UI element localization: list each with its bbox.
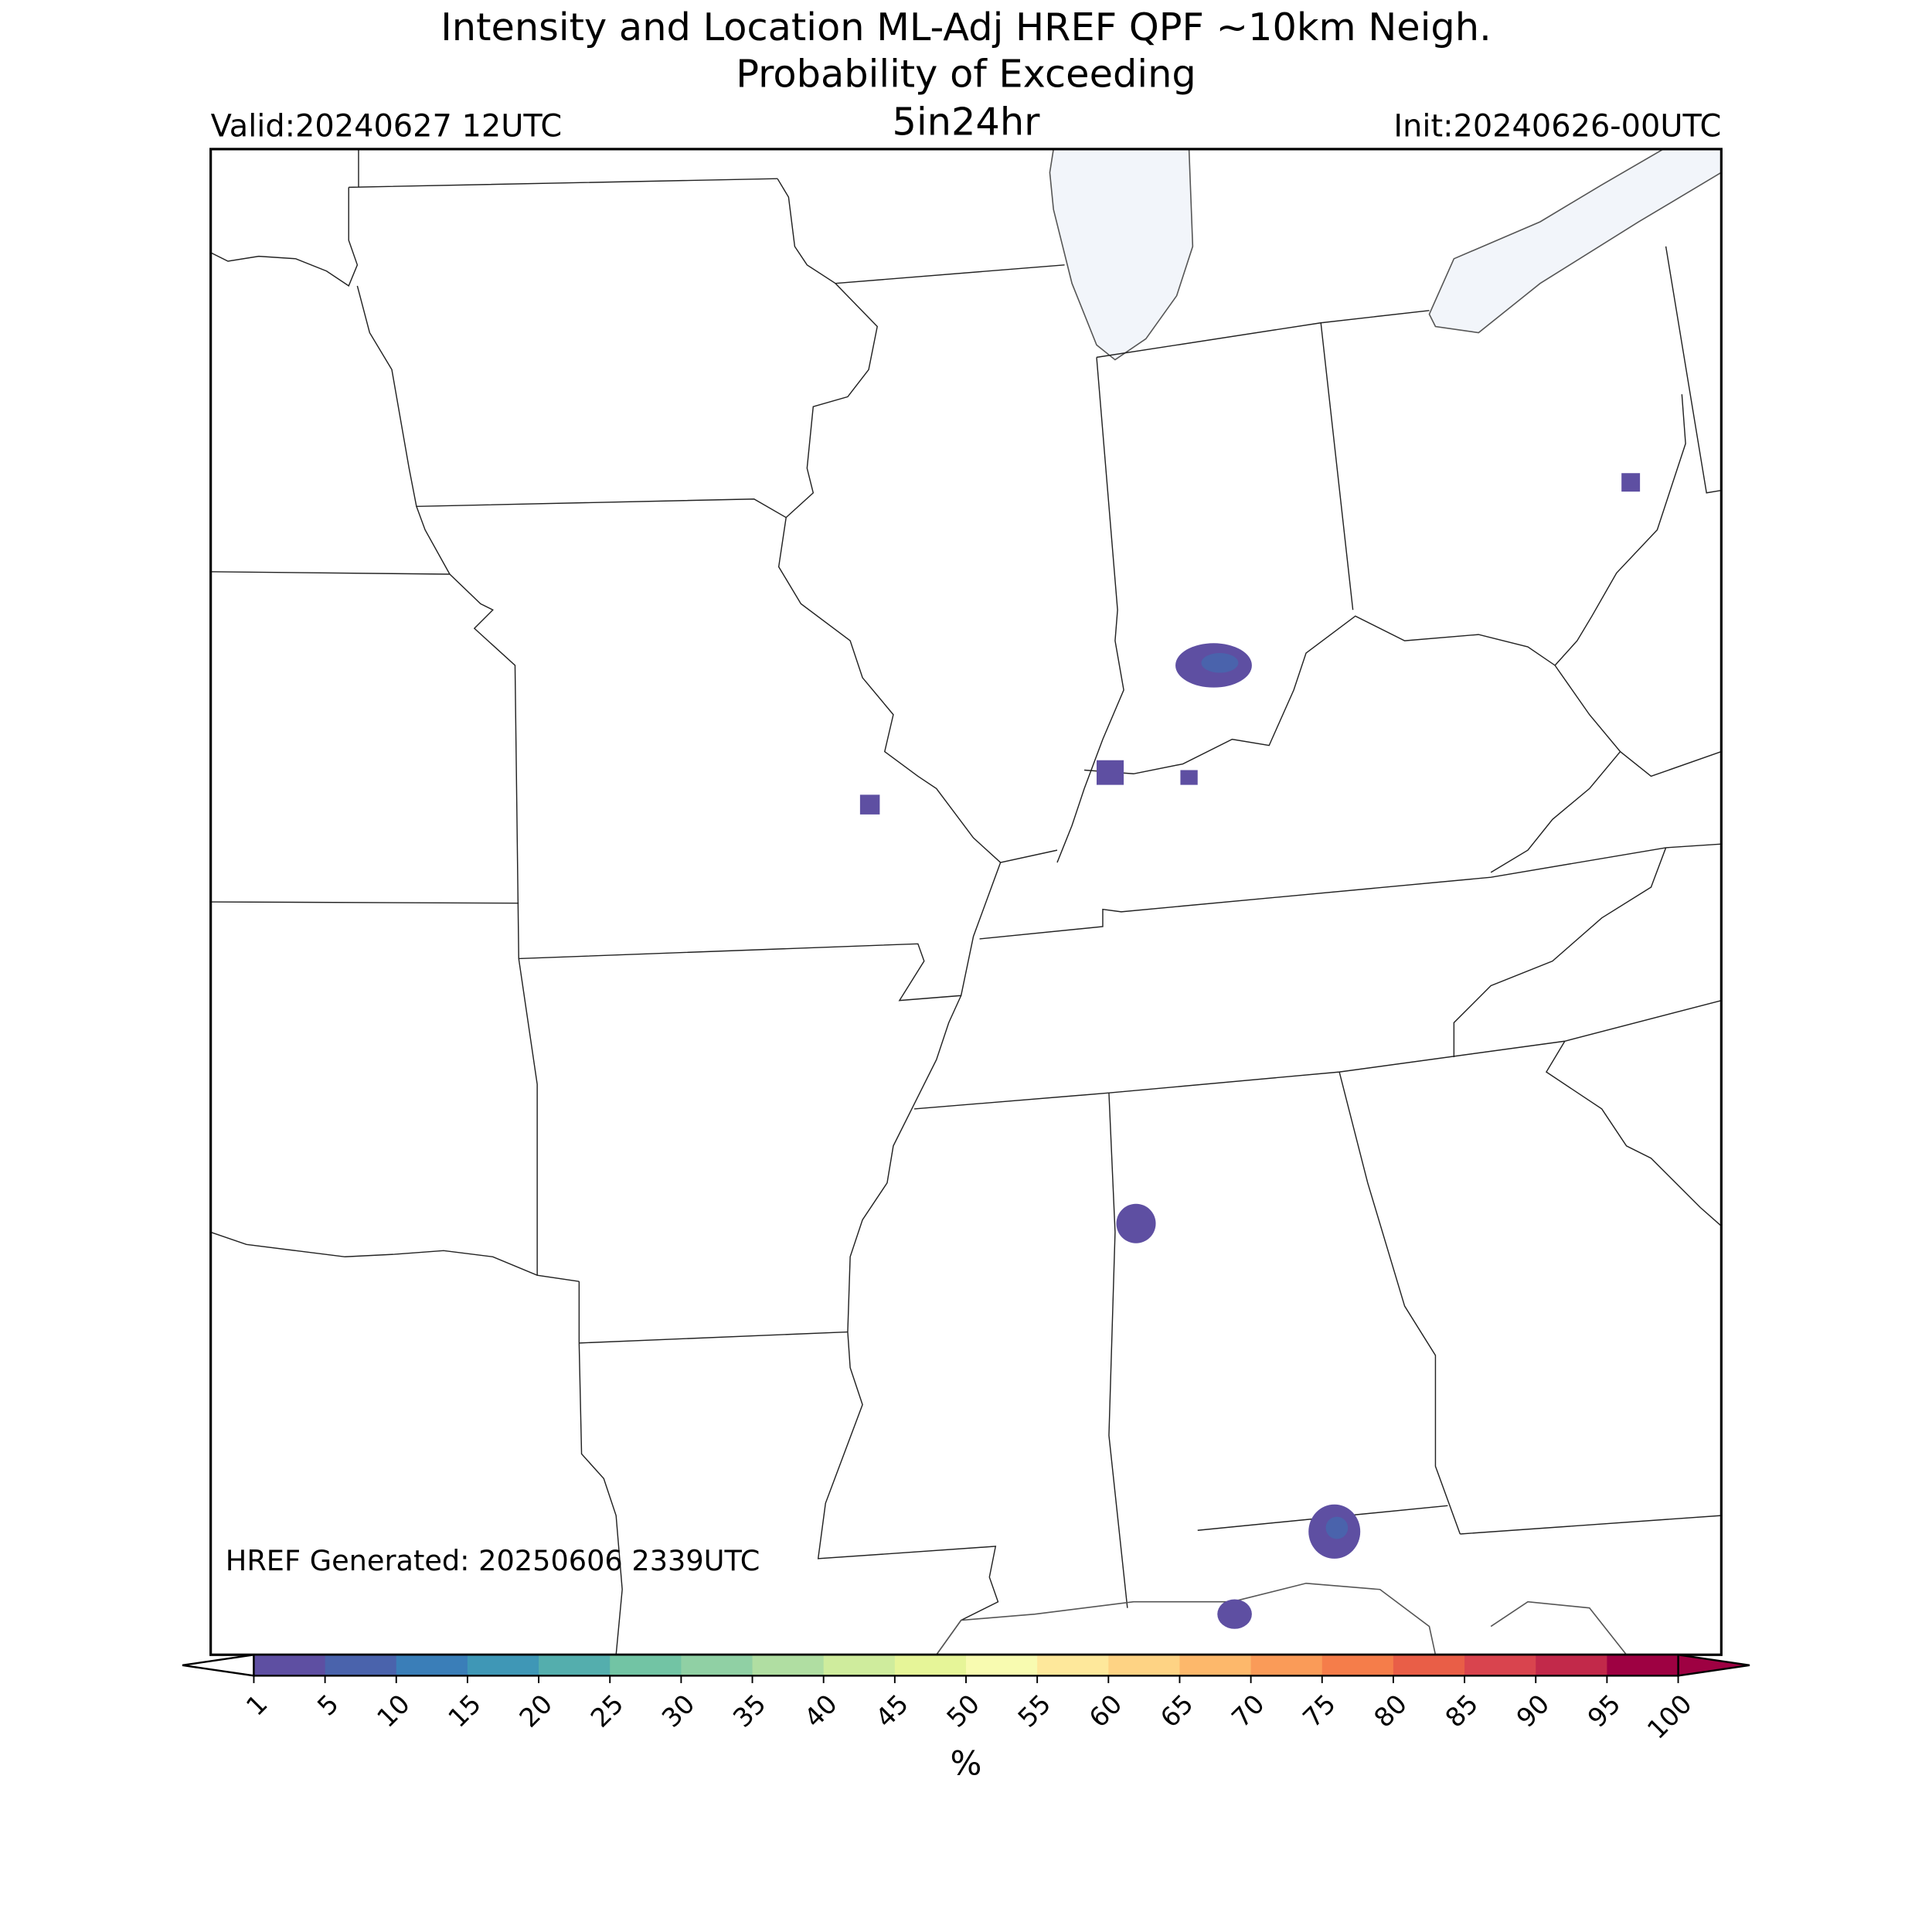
colorbar-bin <box>1037 1655 1110 1676</box>
colorbar-bin <box>752 1655 825 1676</box>
colorbar-bin <box>1321 1655 1394 1676</box>
colorbar-tick-label: 75 <box>1297 1689 1342 1733</box>
colorbar-bin <box>1108 1655 1181 1676</box>
colorbar-bin <box>1179 1655 1252 1676</box>
colorbar-bin <box>823 1655 896 1676</box>
colorbar-bin <box>396 1655 468 1676</box>
colorbar-tick-label: 80 <box>1368 1689 1413 1733</box>
colorbar-tick-label: 45 <box>869 1689 914 1733</box>
title-line: Probability of Exceeding <box>736 51 1196 96</box>
colorbar-tick-label: 95 <box>1582 1689 1627 1733</box>
colorbar-tick-label: 70 <box>1226 1689 1270 1733</box>
colorbar-tick-label: 35 <box>727 1689 772 1733</box>
colorbar-bin <box>894 1655 967 1676</box>
map-background <box>210 148 1722 1655</box>
colorbar-bin <box>1607 1655 1679 1676</box>
colorbar-tick-label: 65 <box>1155 1689 1199 1733</box>
colorbar-tick-label: 30 <box>656 1689 701 1733</box>
colorbar-tick-label: 5 <box>311 1689 345 1722</box>
colorbar-bin <box>681 1655 753 1676</box>
colorbar-tick-label: 90 <box>1511 1689 1556 1733</box>
colorbar-bin <box>1250 1655 1323 1676</box>
colorbar-over <box>1677 1653 1750 1677</box>
colorbar-bin <box>325 1655 397 1676</box>
colorbar: 1 5 10 15 20 25 30 35 40 45 50 55 60 65 70 75 80 85 90 95 10… <box>182 1653 1750 1745</box>
footnote: HREF Generated: 20250606 2339UTC <box>226 1544 760 1577</box>
colorbar-bin <box>966 1655 1038 1676</box>
colorbar-bin <box>539 1655 611 1676</box>
colorbar-tick-label: 100 <box>1641 1689 1698 1745</box>
colorbar-bin <box>1393 1655 1465 1676</box>
colorbar-tick-label: 20 <box>514 1689 559 1733</box>
colorbar-label: % <box>951 1744 982 1783</box>
colorbar-tick-label: 1 <box>240 1689 274 1722</box>
colorbar-tick-label: 15 <box>442 1689 487 1733</box>
colorbar-bin <box>467 1655 539 1676</box>
valid-time: Valid:20240627 12UTC <box>211 108 563 144</box>
colorbar-under <box>182 1653 255 1677</box>
colorbar-tick-label: 85 <box>1440 1689 1485 1733</box>
colorbar-bin <box>1536 1655 1608 1676</box>
init-time: Init:20240626-00UTC <box>1393 108 1721 144</box>
colorbar-tick-label: 40 <box>798 1689 843 1733</box>
colorbar-tick-label: 60 <box>1083 1689 1128 1733</box>
threshold: 5in24hr <box>893 100 1041 145</box>
colorbar-tick-label: 55 <box>1012 1689 1057 1733</box>
title-line: Intensity and Location ML-Adj HREF QPF ~… <box>440 5 1492 49</box>
colorbar-tick-label: 10 <box>371 1689 416 1733</box>
colorbar-bin <box>610 1655 682 1676</box>
colorbar-bin <box>253 1655 326 1676</box>
probability-areas <box>859 473 1641 1629</box>
colorbar-tick-label: 50 <box>940 1689 985 1733</box>
colorbar-tick-label: 25 <box>585 1689 630 1733</box>
lake-michigan <box>1049 148 1194 361</box>
map: HREF Generated: 20250606 2339UTC <box>209 148 1723 1656</box>
colorbar-bin <box>1464 1655 1537 1676</box>
state-borders <box>210 148 1722 1655</box>
